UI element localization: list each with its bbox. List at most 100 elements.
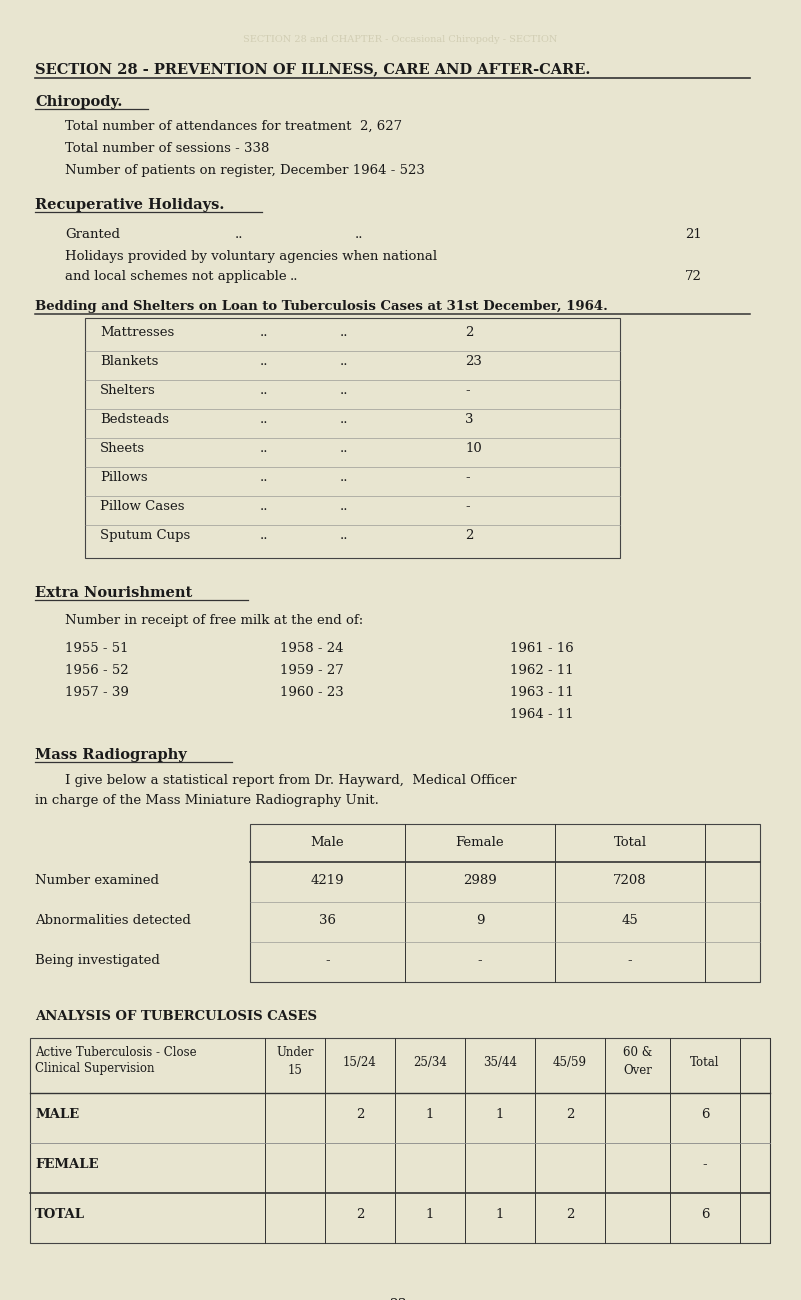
Text: ..: .. <box>340 384 348 396</box>
Text: -: - <box>465 384 469 396</box>
Text: MALE: MALE <box>35 1108 79 1121</box>
Text: Total number of sessions - 338: Total number of sessions - 338 <box>65 142 269 155</box>
Text: 7208: 7208 <box>614 874 647 887</box>
Text: ..: .. <box>340 471 348 484</box>
Text: 15/24: 15/24 <box>343 1056 377 1069</box>
Text: and local schemes not applicable: and local schemes not applicable <box>65 270 287 283</box>
Text: -: - <box>465 500 469 514</box>
Text: ..: .. <box>260 326 268 339</box>
Text: Mattresses: Mattresses <box>100 326 175 339</box>
Text: Abnormalities detected: Abnormalities detected <box>35 914 191 927</box>
Text: 1961 - 16: 1961 - 16 <box>510 642 574 655</box>
Text: Number examined: Number examined <box>35 874 159 887</box>
Text: SECTION 28 and CHAPTER - Occasional Chiropody - SECTION: SECTION 28 and CHAPTER - Occasional Chir… <box>243 35 557 44</box>
Text: ..: .. <box>260 471 268 484</box>
Text: ..: .. <box>340 355 348 368</box>
Text: Number of patients on register, December 1964 - 523: Number of patients on register, December… <box>65 164 425 177</box>
Text: Mass Radiography: Mass Radiography <box>35 747 187 762</box>
Text: ..: .. <box>235 227 244 240</box>
Text: 23: 23 <box>465 355 482 368</box>
Text: 4219: 4219 <box>311 874 344 887</box>
Text: ..: .. <box>340 326 348 339</box>
Text: 23.: 23. <box>389 1297 411 1300</box>
Text: ANALYSIS OF TUBERCULOSIS CASES: ANALYSIS OF TUBERCULOSIS CASES <box>35 1010 317 1023</box>
Text: ..: .. <box>290 270 299 283</box>
Text: ..: .. <box>340 442 348 455</box>
Text: 1: 1 <box>496 1108 504 1121</box>
Text: -: - <box>465 471 469 484</box>
Text: 2: 2 <box>566 1208 574 1221</box>
Text: 72: 72 <box>685 270 702 283</box>
Text: ..: .. <box>340 529 348 542</box>
Text: 45/59: 45/59 <box>553 1056 587 1069</box>
Text: -: - <box>477 954 482 967</box>
Text: 1: 1 <box>426 1108 434 1121</box>
Text: FEMALE: FEMALE <box>35 1158 99 1171</box>
Text: 3: 3 <box>465 413 473 426</box>
Text: 2: 2 <box>465 529 473 542</box>
Text: in charge of the Mass Miniature Radiography Unit.: in charge of the Mass Miniature Radiogra… <box>35 794 379 807</box>
Text: ..: .. <box>340 413 348 426</box>
Bar <box>250 824 760 982</box>
Text: ..: .. <box>260 355 268 368</box>
Text: ..: .. <box>260 500 268 514</box>
Text: ..: .. <box>355 227 364 240</box>
Text: 2: 2 <box>356 1208 364 1221</box>
Text: ..: .. <box>340 500 348 514</box>
Text: I give below a statistical report from Dr. Hayward,  Medical Officer: I give below a statistical report from D… <box>65 774 517 786</box>
Text: 2: 2 <box>566 1108 574 1121</box>
Text: Sheets: Sheets <box>100 442 145 455</box>
Text: 1: 1 <box>426 1208 434 1221</box>
Text: 1957 - 39: 1957 - 39 <box>65 686 129 699</box>
Text: SECTION 28 - PREVENTION OF ILLNESS, CARE AND AFTER-CARE.: SECTION 28 - PREVENTION OF ILLNESS, CARE… <box>35 62 590 75</box>
Text: ..: .. <box>260 529 268 542</box>
Text: 25/34: 25/34 <box>413 1056 447 1069</box>
Text: 36: 36 <box>319 914 336 927</box>
Text: -: - <box>702 1158 707 1171</box>
Text: 2: 2 <box>356 1108 364 1121</box>
Text: 2: 2 <box>465 326 473 339</box>
Text: Blankets: Blankets <box>100 355 159 368</box>
Text: 60 &: 60 & <box>623 1046 652 1059</box>
Text: Bedsteads: Bedsteads <box>100 413 169 426</box>
Text: -: - <box>325 954 330 967</box>
Text: Clinical Supervision: Clinical Supervision <box>35 1062 155 1075</box>
Text: Active Tuberculosis - Close: Active Tuberculosis - Close <box>35 1046 196 1059</box>
Text: Being investigated: Being investigated <box>35 954 160 967</box>
Text: -: - <box>628 954 632 967</box>
Text: 1: 1 <box>496 1208 504 1221</box>
Text: 45: 45 <box>622 914 638 927</box>
Text: Total: Total <box>690 1056 720 1069</box>
Text: Pillows: Pillows <box>100 471 147 484</box>
Text: Shelters: Shelters <box>100 384 155 396</box>
Text: 10: 10 <box>465 442 481 455</box>
Text: 2989: 2989 <box>463 874 497 887</box>
Text: 1956 - 52: 1956 - 52 <box>65 664 129 677</box>
Text: Granted: Granted <box>65 227 120 240</box>
Text: ..: .. <box>260 384 268 396</box>
Text: 6: 6 <box>701 1208 709 1221</box>
Text: Holidays provided by voluntary agencies when national: Holidays provided by voluntary agencies … <box>65 250 437 263</box>
Text: 21: 21 <box>685 227 702 240</box>
Text: 15: 15 <box>288 1063 303 1076</box>
Text: 6: 6 <box>701 1108 709 1121</box>
Text: Number in receipt of free milk at the end of:: Number in receipt of free milk at the en… <box>65 614 363 627</box>
Text: 1959 - 27: 1959 - 27 <box>280 664 344 677</box>
Text: Pillow Cases: Pillow Cases <box>100 500 184 514</box>
Text: 35/44: 35/44 <box>483 1056 517 1069</box>
Text: 1963 - 11: 1963 - 11 <box>510 686 574 699</box>
Text: Extra Nourishment: Extra Nourishment <box>35 586 192 601</box>
Text: Over: Over <box>623 1063 652 1076</box>
Text: TOTAL: TOTAL <box>35 1208 85 1221</box>
Text: Total: Total <box>614 836 646 849</box>
Text: 1962 - 11: 1962 - 11 <box>510 664 574 677</box>
Text: Sputum Cups: Sputum Cups <box>100 529 191 542</box>
Text: ..: .. <box>260 413 268 426</box>
Text: 1958 - 24: 1958 - 24 <box>280 642 344 655</box>
Text: 1964 - 11: 1964 - 11 <box>510 708 574 722</box>
Text: ..: .. <box>260 442 268 455</box>
Bar <box>85 318 620 558</box>
Text: 1955 - 51: 1955 - 51 <box>65 642 128 655</box>
Text: 1960 - 23: 1960 - 23 <box>280 686 344 699</box>
Text: Under: Under <box>276 1046 314 1059</box>
